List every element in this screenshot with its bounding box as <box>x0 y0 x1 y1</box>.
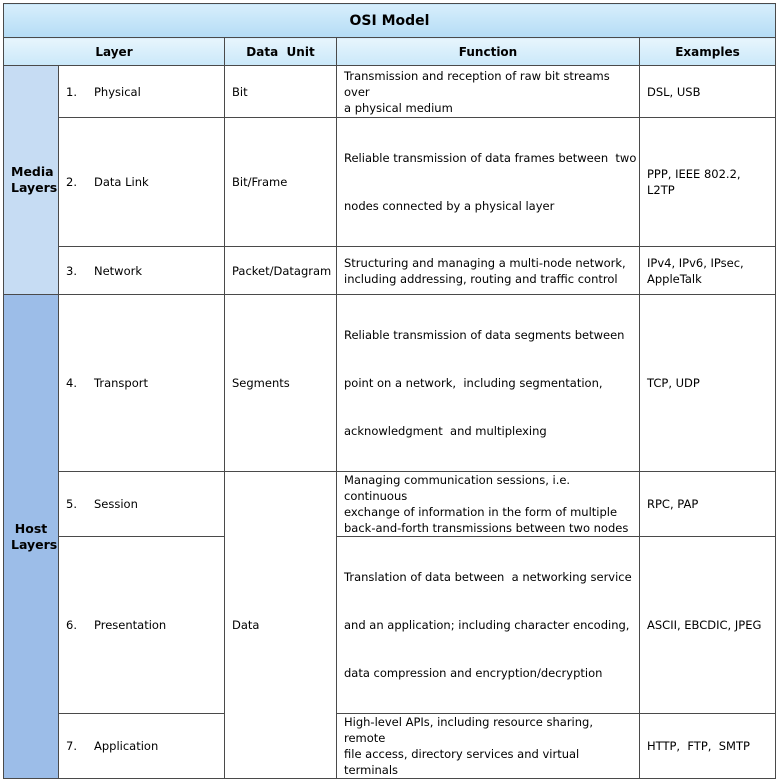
function-line: file access, directory services and virt… <box>344 747 580 777</box>
table-row: 7. Application High-level APIs, including… <box>4 713 777 779</box>
examples-line: DSL, USB <box>647 84 701 99</box>
function-cell: Structuring and managing a multi-node ne… <box>336 246 640 295</box>
function-line: Transmission and reception of raw bit st… <box>344 68 610 99</box>
examples-line: ASCII, EBCDIC, JPEG <box>647 618 762 632</box>
layer-name: Data Link <box>94 175 149 189</box>
examples-line: IPv4, IPv6, IPsec, <box>647 255 744 270</box>
data-unit-cell: Bit <box>224 65 337 118</box>
examples-cell: ASCII, EBCDIC, JPEG <box>638 536 777 714</box>
table-title: OSI Model <box>2 3 777 38</box>
examples-cell: RPC, PAP <box>638 471 777 537</box>
function-line: point on a network, including segmentati… <box>344 376 603 390</box>
function-line: including addressing, routing and traffi… <box>344 271 618 286</box>
function-line: back-and-forth transmissions between two… <box>344 521 629 535</box>
examples-line: HTTP, FTP, SMTP <box>647 739 750 753</box>
layer-number: 2. <box>66 175 77 189</box>
table-row: Host Layers 4. Transport Segments Reliabl… <box>3 294 777 779</box>
examples-cell: PPP, IEEE 802.2, L2TP <box>638 117 777 247</box>
header-data-unit: Data Unit <box>224 37 337 66</box>
function-cell: Reliable transmission of data frames bet… <box>336 117 640 247</box>
header-row: Layer Data Unit Function Examples <box>3 37 777 66</box>
layer-cell: 4. Transport <box>58 294 225 472</box>
layer-number: 6. <box>66 618 77 632</box>
table-row: 2. Data Link Bit/Frame Reliable transmiss… <box>4 117 777 247</box>
examples-cell: HTTP, FTP, SMTP <box>638 713 777 779</box>
header-layer: Layer <box>3 37 225 66</box>
layer-number: 1. <box>66 84 77 99</box>
layer-name: Application <box>94 739 159 753</box>
examples-line: PPP, IEEE 802.2, L2TP <box>647 167 741 197</box>
table-row: 3. Network Packet/Datagram Structuring an… <box>4 246 777 295</box>
layer-number: 7. <box>66 739 77 753</box>
osi-model-figure: OSI Model Layer Data Unit Function Examp… <box>2 3 777 779</box>
layer-cell: 1. Physical <box>58 65 225 118</box>
function-line: Reliable transmission of data frames bet… <box>344 151 637 165</box>
layer-name: Physical <box>94 84 141 99</box>
examples-cell: DSL, USB <box>638 65 777 118</box>
layer-name: Presentation <box>94 618 167 632</box>
data-unit-cell: Packet/Datagram <box>224 246 337 295</box>
function-cell: High-level APIs, including resource shar… <box>336 713 640 779</box>
title-row: OSI Model <box>2 3 777 38</box>
data-unit-cell: Bit/Frame <box>224 117 337 247</box>
layer-cell: 3. Network <box>58 246 225 295</box>
examples-cell: IPv4, IPv6, IPsec, AppleTalk <box>638 246 777 295</box>
function-line: acknowledgment and multiplexing <box>344 424 547 438</box>
examples-cell: TCP, UDP <box>638 294 777 472</box>
function-cell: Transmission and reception of raw bit st… <box>336 65 640 118</box>
layer-cell: 5. Session <box>58 471 225 537</box>
group-media-line2: Layers <box>11 180 58 195</box>
table-row: 6. Presentation Translation of data betwe… <box>4 536 777 714</box>
header-examples: Examples <box>638 37 777 66</box>
layer-number: 5. <box>66 497 77 511</box>
function-line: Translation of data between a networking… <box>344 570 632 584</box>
function-cell: Managing communication sessions, i.e. co… <box>336 471 640 537</box>
layer-number: 4. <box>66 376 77 390</box>
function-line: High-level APIs, including resource shar… <box>344 715 593 745</box>
examples-line: RPC, PAP <box>647 497 699 511</box>
data-unit-cell: Data <box>224 471 337 779</box>
function-line: Structuring and managing a multi-node ne… <box>344 255 626 270</box>
layer-cell: 2. Data Link <box>58 117 225 247</box>
function-line: a physical medium <box>344 100 453 115</box>
group-host-line1: Host <box>14 520 48 536</box>
group-host-layers: Host Layers <box>3 294 59 779</box>
group-media-layers: Media Layers <box>3 65 59 295</box>
table-row: 5. Session Data Managing communication se… <box>4 471 777 779</box>
group-host-line2: Layers <box>11 536 58 552</box>
layer-cell: 6. Presentation <box>58 536 225 714</box>
function-line: and an application; including character … <box>344 618 630 632</box>
function-line: Managing communication sessions, i.e. co… <box>344 473 571 503</box>
layer-name: Transport <box>94 376 148 390</box>
layer-number: 3. <box>66 263 77 278</box>
function-line: data compression and encryption/decrypti… <box>344 666 603 680</box>
table-row: Media Layers 1. Physical Bit Transmission… <box>3 65 777 295</box>
function-line: Reliable transmission of data segments b… <box>344 328 625 342</box>
data-unit-cell: Segments <box>224 294 337 472</box>
examples-line: AppleTalk <box>647 271 702 286</box>
function-cell: Translation of data between a networking… <box>336 536 640 714</box>
layer-cell: 7. Application <box>58 713 225 779</box>
function-line: nodes connected by a physical layer <box>344 199 555 213</box>
layer-name: Network <box>94 263 143 278</box>
layer-name: Session <box>94 497 138 511</box>
function-cell: Reliable transmission of data segments b… <box>336 294 640 472</box>
examples-line: TCP, UDP <box>647 376 700 390</box>
header-function: Function <box>336 37 640 66</box>
osi-model-table: OSI Model Layer Data Unit Function Examp… <box>2 3 777 779</box>
group-media-line1: Media <box>11 164 54 179</box>
function-line: exchange of information in the form of m… <box>344 505 618 519</box>
